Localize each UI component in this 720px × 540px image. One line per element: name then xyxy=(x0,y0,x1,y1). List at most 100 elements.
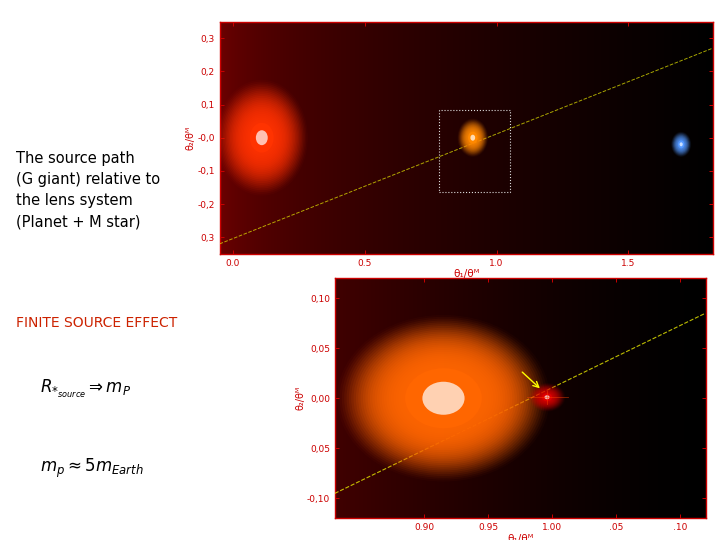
Circle shape xyxy=(398,363,489,434)
Circle shape xyxy=(541,393,553,402)
Circle shape xyxy=(531,385,562,409)
Circle shape xyxy=(389,355,498,441)
Circle shape xyxy=(464,126,482,149)
Circle shape xyxy=(677,138,685,150)
Circle shape xyxy=(531,384,564,410)
Circle shape xyxy=(250,123,274,153)
Circle shape xyxy=(678,140,684,148)
Circle shape xyxy=(230,98,294,178)
Circle shape xyxy=(372,342,515,454)
Circle shape xyxy=(676,138,686,151)
Circle shape xyxy=(530,384,564,411)
Circle shape xyxy=(470,134,475,141)
Circle shape xyxy=(464,127,481,148)
Y-axis label: θ₂/θᴹ: θ₂/θᴹ xyxy=(186,126,196,150)
Circle shape xyxy=(542,393,552,401)
Circle shape xyxy=(240,110,284,165)
Circle shape xyxy=(673,134,689,154)
Y-axis label: θ₂/θᴹ: θ₂/θᴹ xyxy=(295,386,305,410)
Circle shape xyxy=(534,387,561,408)
Circle shape xyxy=(467,130,479,145)
Circle shape xyxy=(465,128,480,147)
X-axis label: θ₁/θᴹ: θ₁/θᴹ xyxy=(507,534,534,540)
Circle shape xyxy=(235,105,288,171)
Circle shape xyxy=(356,329,531,467)
Circle shape xyxy=(459,120,487,155)
Circle shape xyxy=(363,335,524,461)
Circle shape xyxy=(233,102,291,174)
Circle shape xyxy=(672,133,690,155)
Circle shape xyxy=(462,125,483,151)
Circle shape xyxy=(244,116,279,160)
Circle shape xyxy=(223,89,301,187)
X-axis label: θ₁/θᴹ: θ₁/θᴹ xyxy=(453,269,480,279)
Circle shape xyxy=(536,389,558,406)
Circle shape xyxy=(461,123,485,153)
Circle shape xyxy=(458,119,487,156)
Circle shape xyxy=(351,326,536,470)
Circle shape xyxy=(538,390,556,404)
Circle shape xyxy=(460,122,485,153)
Circle shape xyxy=(467,130,480,146)
Circle shape xyxy=(354,328,534,469)
Circle shape xyxy=(468,132,477,144)
Circle shape xyxy=(370,341,517,456)
Circle shape xyxy=(248,121,275,154)
Circle shape xyxy=(227,94,297,181)
Circle shape xyxy=(467,131,478,144)
Circle shape xyxy=(241,112,282,164)
Circle shape xyxy=(391,357,496,440)
Circle shape xyxy=(462,124,484,151)
Circle shape xyxy=(238,109,285,167)
Circle shape xyxy=(231,99,292,176)
Text: The source path
(G giant) relative to
the lens system
(Planet + M star): The source path (G giant) relative to th… xyxy=(16,151,160,229)
Circle shape xyxy=(539,391,555,403)
Circle shape xyxy=(534,387,559,407)
Text: FINITE SOURCE EFFECT: FINITE SOURCE EFFECT xyxy=(16,316,177,330)
Circle shape xyxy=(228,96,295,179)
Circle shape xyxy=(677,139,685,150)
Circle shape xyxy=(387,354,500,443)
Circle shape xyxy=(672,132,690,157)
Circle shape xyxy=(675,137,687,151)
Circle shape xyxy=(675,136,688,153)
Circle shape xyxy=(680,143,683,146)
Circle shape xyxy=(384,352,503,445)
Circle shape xyxy=(225,91,300,185)
Circle shape xyxy=(222,87,302,188)
Circle shape xyxy=(393,359,494,437)
Circle shape xyxy=(344,320,543,476)
Text: $R_{*_{source}} \Rightarrow m_P$: $R_{*_{source}} \Rightarrow m_P$ xyxy=(40,378,131,400)
Circle shape xyxy=(374,345,513,452)
Circle shape xyxy=(675,137,688,152)
Circle shape xyxy=(377,346,510,450)
Circle shape xyxy=(247,119,276,156)
Circle shape xyxy=(346,322,541,474)
Circle shape xyxy=(349,324,538,472)
Circle shape xyxy=(382,350,505,447)
Circle shape xyxy=(368,339,519,458)
Circle shape xyxy=(459,120,487,156)
Circle shape xyxy=(237,107,287,168)
Circle shape xyxy=(219,83,305,192)
Circle shape xyxy=(674,136,688,153)
Circle shape xyxy=(243,114,281,161)
Circle shape xyxy=(396,361,491,436)
Circle shape xyxy=(246,117,278,158)
Circle shape xyxy=(234,103,289,172)
Circle shape xyxy=(537,389,557,405)
Circle shape xyxy=(256,130,268,145)
Circle shape xyxy=(423,382,464,415)
Circle shape xyxy=(400,364,487,432)
Circle shape xyxy=(540,392,554,403)
Circle shape xyxy=(544,395,549,399)
Circle shape xyxy=(464,127,482,148)
Circle shape xyxy=(361,333,526,463)
Circle shape xyxy=(405,368,482,428)
Circle shape xyxy=(463,125,482,150)
Text: $m_p \approx 5m_{Earth}$: $m_p \approx 5m_{Earth}$ xyxy=(40,456,143,480)
Bar xyxy=(438,110,510,192)
Circle shape xyxy=(466,129,480,146)
Circle shape xyxy=(359,332,528,465)
Circle shape xyxy=(225,92,298,183)
